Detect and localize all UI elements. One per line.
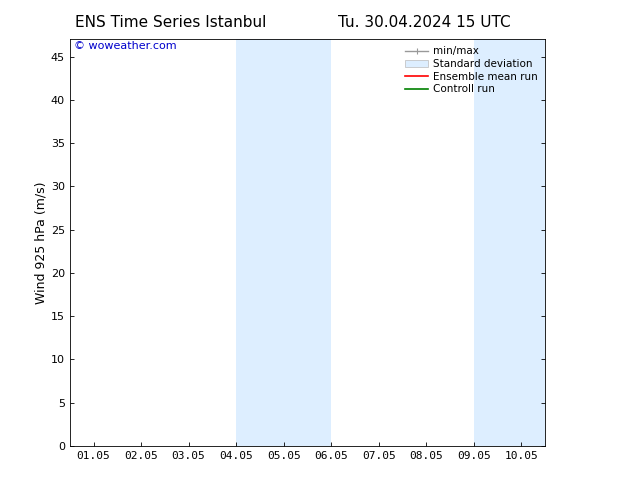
Bar [474,39,545,446]
Text: ENS Time Series Istanbul: ENS Time Series Istanbul [75,15,267,30]
Bar [236,39,332,446]
Y-axis label: Wind 925 hPa (m/s): Wind 925 hPa (m/s) [35,181,48,304]
Text: © woweather.com: © woweather.com [74,41,177,51]
Text: Tu. 30.04.2024 15 UTC: Tu. 30.04.2024 15 UTC [339,15,511,30]
Legend: min/max, Standard deviation, Ensemble mean run, Controll run: min/max, Standard deviation, Ensemble me… [403,45,540,97]
